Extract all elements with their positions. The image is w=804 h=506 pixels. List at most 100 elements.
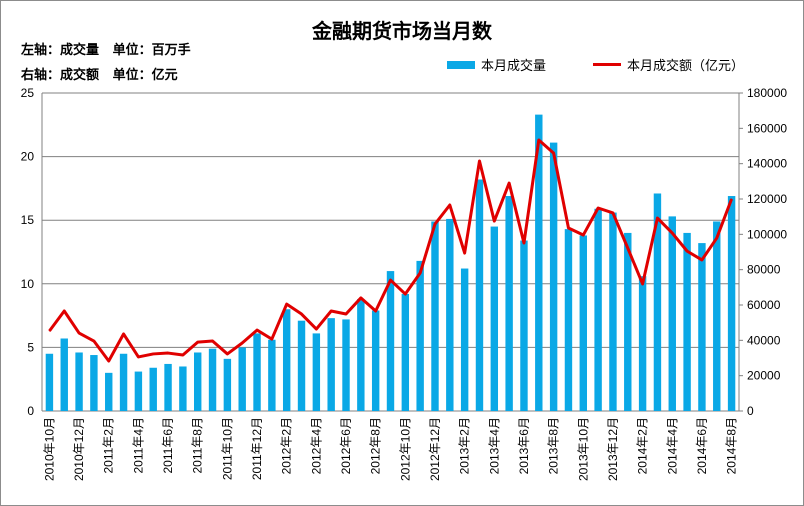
x-tick-label: 2011年4月: [131, 417, 145, 473]
bar: [535, 114, 543, 412]
bar: [268, 339, 276, 411]
line-point: [301, 313, 303, 315]
line-point: [656, 217, 658, 219]
right-tick-label: 120000: [747, 192, 787, 206]
bar: [208, 348, 217, 411]
line-point: [731, 198, 733, 200]
line-point: [493, 220, 495, 222]
bar: [282, 309, 291, 411]
line-point: [523, 242, 525, 244]
bar: [549, 142, 558, 411]
bar: [683, 232, 691, 411]
right-tick-label: 160000: [747, 121, 787, 135]
line-point: [182, 354, 184, 356]
bar: [520, 240, 528, 411]
line-point: [212, 340, 214, 342]
bar: [179, 366, 187, 411]
line-point: [627, 247, 629, 249]
x-tick-label: 2011年2月: [102, 417, 116, 473]
line-point: [330, 310, 332, 312]
right-tick-label: 180000: [747, 86, 787, 100]
bar: [401, 293, 410, 411]
line-point: [419, 272, 421, 274]
bar: [253, 333, 261, 411]
chart-title: 金融期货市场当月数: [312, 19, 492, 43]
bar: [238, 347, 246, 411]
bar: [564, 229, 573, 411]
bar: [638, 276, 647, 411]
legend-item-volume: 本月成交量: [447, 55, 546, 74]
bar: [416, 260, 424, 411]
x-tick-label: 2014年6月: [695, 417, 709, 474]
right-tick-label: 140000: [747, 157, 787, 171]
line-point: [78, 332, 80, 334]
line-point: [48, 330, 50, 332]
bar: [75, 352, 83, 411]
line-point: [642, 283, 644, 285]
line-point: [612, 212, 614, 214]
legend-item-turnover: 本月成交额（亿元）: [593, 55, 744, 74]
bar: [609, 212, 617, 411]
line-point: [567, 227, 569, 229]
bar: [386, 271, 395, 411]
line-point: [256, 329, 258, 331]
bar: [371, 310, 380, 411]
line-point: [137, 356, 139, 358]
right-tick-label: 80000: [747, 263, 781, 277]
x-tick-label: 2013年8月: [547, 417, 561, 474]
legend-label-volume: 本月成交量: [481, 59, 547, 74]
bar: [45, 353, 54, 411]
left-tick-label: 15: [21, 213, 35, 227]
line-point: [226, 353, 228, 355]
right-tick-label: 100000: [747, 227, 787, 241]
x-tick-label: 2010年12月: [72, 417, 86, 481]
line-point: [597, 207, 599, 209]
left-tick-label: 0: [27, 404, 34, 418]
bar: [460, 268, 469, 411]
line-point: [701, 259, 703, 261]
right-tick-label: 60000: [747, 298, 781, 312]
bar: [327, 318, 335, 411]
line-point: [93, 340, 95, 342]
left-tick-label: 5: [27, 340, 34, 354]
legend-bar-swatch: [447, 60, 475, 69]
line-point: [286, 303, 288, 305]
line-point: [271, 338, 273, 340]
line-point: [167, 352, 169, 354]
line-point: [197, 341, 199, 343]
line-point: [538, 139, 540, 141]
line-point: [553, 152, 555, 154]
bar: [505, 196, 513, 411]
x-tick-label: 2013年10月: [576, 417, 590, 481]
line-point: [404, 293, 406, 295]
bar: [164, 363, 172, 411]
left-tick-label: 25: [21, 86, 35, 100]
right-tick-label: 0: [747, 404, 754, 418]
line-point: [464, 252, 466, 254]
bar: [105, 372, 113, 411]
bar: [624, 232, 632, 411]
bar: [60, 338, 68, 411]
left-tick-label: 10: [21, 277, 35, 291]
right-axis-note: 右轴：成交额 单位：亿元: [21, 68, 178, 83]
line-point: [508, 182, 510, 184]
bar: [312, 333, 321, 411]
bar: [119, 353, 128, 411]
x-tick-label: 2012年4月: [309, 417, 323, 474]
line-point: [375, 310, 377, 312]
line-point: [241, 342, 243, 344]
line-point: [123, 333, 125, 335]
legend-line-swatch: [593, 63, 621, 66]
bar: [223, 358, 232, 411]
bar: [431, 221, 439, 411]
x-tick-label: 2011年10月: [220, 417, 234, 480]
bar: [446, 218, 454, 411]
line-point: [582, 234, 584, 236]
line-point: [478, 160, 480, 162]
legend-label-turnover: 本月成交额（亿元）: [627, 59, 745, 74]
bar: [134, 371, 143, 411]
x-tick-label: 2014年4月: [665, 417, 679, 474]
line-point: [434, 223, 436, 225]
